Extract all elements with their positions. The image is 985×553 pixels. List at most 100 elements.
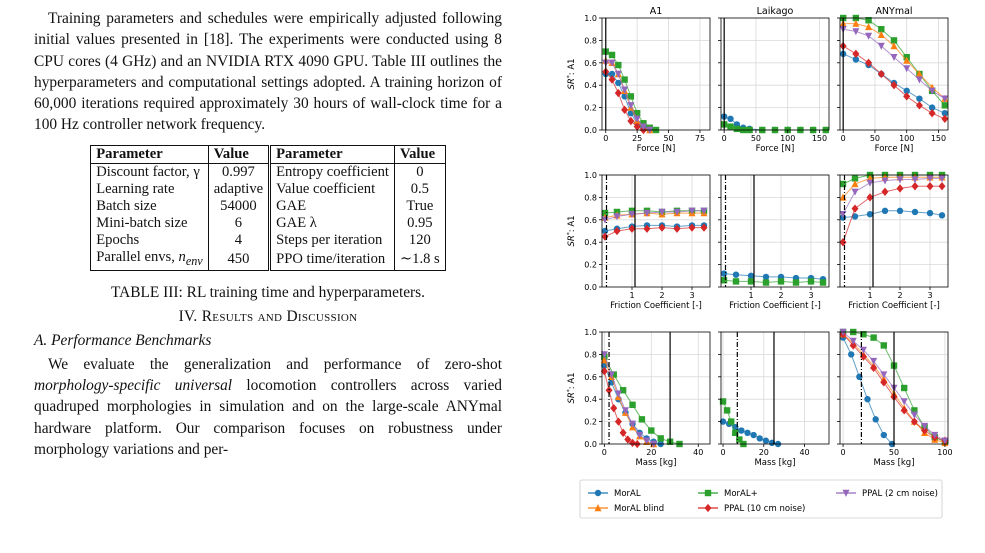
panel-title: A1: [650, 6, 663, 17]
data-point: [900, 384, 908, 392]
section-heading: IV. Results and Discussion: [34, 308, 502, 326]
data-point: [658, 223, 666, 232]
x-tick-label: 0: [602, 448, 607, 457]
data-point: [601, 232, 609, 241]
x-tick-label: 1: [867, 291, 872, 300]
data-point: [605, 386, 613, 395]
data-point: [621, 76, 628, 83]
legend-label: MorAL+: [724, 489, 758, 499]
x-tick-label: 100: [937, 448, 952, 457]
data-point: [903, 65, 911, 73]
data-point: [600, 367, 608, 376]
x-tick-label: 3: [808, 291, 813, 300]
x-tick-label: 50: [751, 134, 761, 143]
legend-label: PPAL (10 cm noise): [724, 504, 805, 514]
para2-b: locomotion controllers across varied qua…: [34, 376, 502, 458]
table-cell: Steps per iteration: [276, 231, 383, 248]
series-line: [604, 210, 704, 221]
plot-frame: [601, 174, 711, 288]
data-point: [915, 101, 923, 110]
table-row: Discount factor, γ 0.997 Entropy coefficie…: [91, 163, 446, 181]
legend-marker: [842, 489, 850, 497]
data-point: [629, 438, 637, 448]
data-point: [916, 95, 923, 102]
y-tick-label: 0.2: [584, 104, 597, 113]
data-point: [738, 427, 745, 434]
data-point: [915, 76, 923, 84]
y-axis-label: SR*: A1: [566, 58, 577, 89]
data-point: [636, 431, 644, 439]
x-tick-label: 40: [693, 448, 703, 457]
data-point: [601, 209, 609, 217]
data-point: [627, 102, 635, 110]
data-point: [851, 175, 859, 182]
data-point: [938, 182, 946, 191]
table-cell: PPO time/iteration: [276, 250, 386, 267]
y-tick-label: 0.4: [584, 81, 597, 90]
data-point: [865, 32, 873, 40]
x-axis-label: Friction Coefficient [-]: [729, 301, 821, 311]
table-cell: Entropy coefficient: [276, 163, 389, 180]
figure: 0 25 50 75 0.0 0.2 0.4 0.6 0.8 1.0 Force [N] A1 SR*:…: [540, 0, 985, 548]
x-tick-label: 0: [603, 134, 608, 143]
data-point: [941, 110, 949, 117]
data-point: [615, 61, 622, 69]
data-point: [896, 176, 904, 184]
y-tick-label: 0.0: [584, 283, 597, 292]
data-point: [700, 207, 708, 215]
x-tick-label: 2: [778, 291, 783, 300]
data-point: [719, 398, 727, 405]
data-point: [600, 351, 608, 359]
data-point: [639, 123, 647, 131]
data-point: [627, 116, 635, 126]
data-point: [720, 270, 728, 277]
paragraph-benchmarks: We evaluate the generalization and perfo…: [34, 354, 502, 460]
data-point: [643, 209, 651, 217]
data-point: [851, 188, 859, 196]
data-point: [643, 224, 651, 233]
x-axis-label: Force [N]: [756, 144, 795, 154]
data-point: [890, 54, 898, 62]
data-point: [928, 109, 936, 118]
data-point: [688, 207, 696, 215]
y-tick-label: 1.0: [584, 328, 597, 337]
data-point: [614, 88, 622, 98]
data-point: [792, 279, 800, 286]
table-cell: adaptive: [207, 180, 272, 198]
x-tick-label: 25: [632, 134, 642, 143]
table-row: Learning rate adaptive Value coefficient 0.…: [91, 180, 446, 198]
plot-frame: [720, 174, 830, 288]
plot-frame: [601, 331, 711, 445]
data-point: [881, 207, 889, 215]
data-point: [610, 404, 618, 413]
text-column: Training parameters and schedules were e…: [34, 8, 502, 460]
data-point: [638, 416, 646, 423]
table-cell: Value coefficient: [276, 180, 376, 197]
data-point: [870, 363, 878, 372]
table-header-value-2: Value: [393, 145, 446, 164]
y-tick-label: 0.6: [584, 373, 597, 382]
data-point: [848, 351, 855, 358]
data-point: [880, 378, 888, 387]
data-point: [621, 105, 629, 114]
table-row: Epochs 4 Steps per iteration 120: [91, 231, 446, 249]
data-point: [619, 387, 627, 394]
y-tick-label: 0.8: [584, 350, 597, 359]
data-point: [627, 93, 635, 100]
y-axis-label: SR*: A1: [566, 372, 577, 403]
table-cell: True: [393, 197, 446, 215]
data-point: [890, 37, 898, 44]
table-header-value: Value: [207, 145, 272, 164]
data-point: [877, 42, 885, 50]
x-axis-label: Friction Coefficient [-]: [610, 301, 702, 311]
data-point: [880, 371, 888, 379]
legend-box: [579, 479, 943, 519]
data-point: [608, 70, 616, 78]
data-point: [900, 398, 908, 406]
data-point: [865, 58, 873, 67]
table-cell: 120: [393, 231, 446, 249]
x-axis-label: Mass [kg]: [754, 458, 795, 468]
table-cell: 0.95: [393, 214, 446, 232]
data-point: [880, 342, 888, 349]
data-point: [903, 87, 910, 95]
